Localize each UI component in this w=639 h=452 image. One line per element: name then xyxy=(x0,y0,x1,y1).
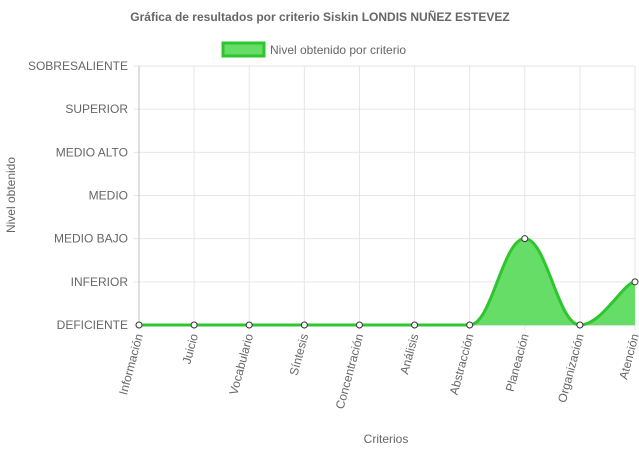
y-tick-label: INFERIOR xyxy=(71,275,129,289)
x-axis-title: Criterios xyxy=(364,432,409,446)
y-tick-label: MEDIO xyxy=(89,189,128,203)
y-tick-label: SUPERIOR xyxy=(65,102,128,116)
series-area xyxy=(139,238,635,325)
y-axis-title: Nivel obtenido xyxy=(4,157,18,233)
x-tick-label: Vocabulario xyxy=(226,332,256,397)
data-point[interactable] xyxy=(466,321,474,329)
y-tick-label: DEFICIENTE xyxy=(57,318,128,332)
x-tick-label: Síntesis xyxy=(287,332,312,377)
x-tick-label: Análisis xyxy=(397,332,421,376)
x-tick-label: Abstracción xyxy=(447,332,477,396)
data-point[interactable] xyxy=(631,278,639,286)
data-point[interactable] xyxy=(411,321,419,329)
x-tick-label: Concentración xyxy=(333,332,367,410)
data-point[interactable] xyxy=(576,321,584,329)
grid xyxy=(134,65,636,330)
x-tick-label: Planeación xyxy=(503,332,532,393)
data-point[interactable] xyxy=(355,321,363,329)
y-tick-label: MEDIO BAJO xyxy=(54,232,128,246)
x-tick-label: Atención xyxy=(616,332,639,381)
x-axis-ticks: Información Juicio Vocabulario Síntesis Conc… xyxy=(116,332,639,411)
chart-title: Gráfica de resultados por criterio Siski… xyxy=(130,9,509,24)
data-point[interactable] xyxy=(190,321,198,329)
y-tick-label: MEDIO ALTO xyxy=(56,145,128,159)
series-layer xyxy=(135,235,639,329)
x-tick-label: Información xyxy=(116,332,146,396)
data-point[interactable] xyxy=(521,235,529,243)
y-axis-ticks: DEFICIENTE INFERIOR MEDIO BAJO MEDIO MEDIO A… xyxy=(28,59,128,332)
legend-swatch xyxy=(221,41,266,58)
data-point[interactable] xyxy=(300,321,308,329)
y-tick-label: SOBRESALIENTE xyxy=(28,59,128,73)
legend-label: Nivel obtenido por criterio xyxy=(270,43,406,57)
legend[interactable]: Nivel obtenido por criterio xyxy=(221,41,406,58)
data-point[interactable] xyxy=(245,321,253,329)
x-tick-label: Juicio xyxy=(180,332,202,366)
data-point[interactable] xyxy=(135,321,143,329)
x-tick-label: Organización xyxy=(555,332,587,404)
